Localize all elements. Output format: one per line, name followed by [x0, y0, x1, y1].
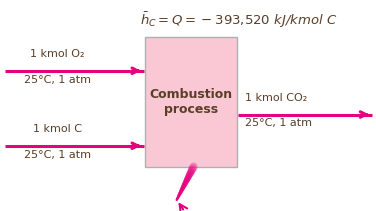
- Text: 25°C, 1 atm: 25°C, 1 atm: [245, 119, 312, 128]
- Text: $\bar{h}_C = Q = -393{,}520$ kJ/kmol C: $\bar{h}_C = Q = -393{,}520$ kJ/kmol C: [140, 11, 338, 30]
- Text: 1 kmol O₂: 1 kmol O₂: [30, 49, 85, 59]
- Text: 1 kmol CO₂: 1 kmol CO₂: [245, 93, 307, 103]
- Text: 25°C, 1 atm: 25°C, 1 atm: [24, 150, 91, 160]
- Text: Combustion
process: Combustion process: [149, 88, 232, 116]
- Text: 1 kmol C: 1 kmol C: [33, 124, 82, 134]
- Text: 25°C, 1 atm: 25°C, 1 atm: [24, 75, 91, 85]
- Bar: [145, 38, 237, 167]
